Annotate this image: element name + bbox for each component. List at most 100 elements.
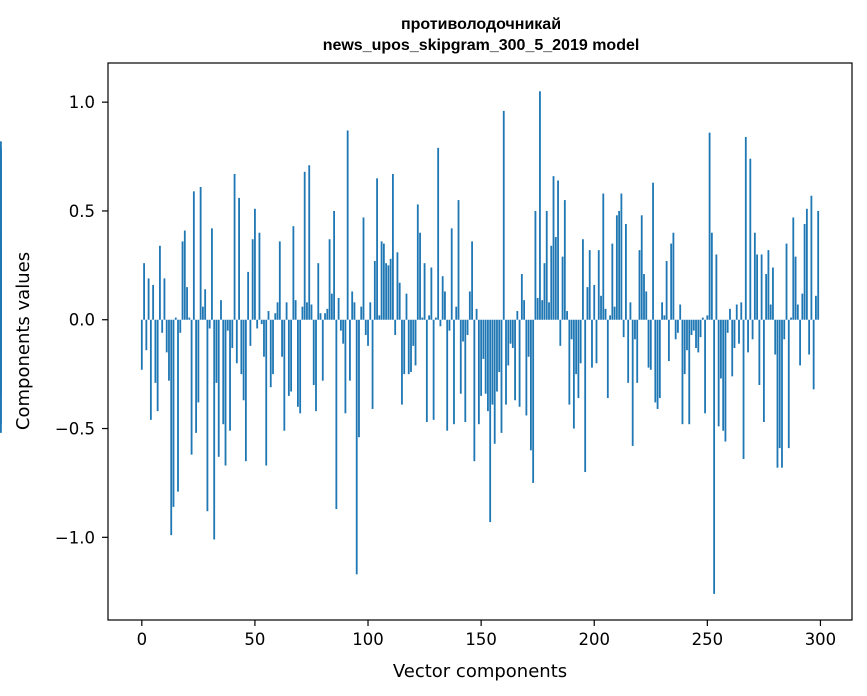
bar-269 <box>749 158 752 320</box>
bar-264 <box>738 319 740 344</box>
bar-171 <box>527 319 530 357</box>
bar-258 <box>724 319 727 442</box>
bar-193 <box>577 319 580 399</box>
plot-frame <box>107 62 853 621</box>
x-tick-label: 250 <box>692 630 724 649</box>
bar-199 <box>591 319 593 368</box>
bar-181 <box>550 245 553 320</box>
bar-74 <box>308 165 311 320</box>
bar-190 <box>570 319 573 340</box>
bar-77 <box>315 319 317 412</box>
bar-299 <box>817 210 820 320</box>
bar-198 <box>588 250 591 320</box>
bar-147 <box>473 319 476 462</box>
bar-160 <box>502 110 505 320</box>
bar-272 <box>756 254 759 320</box>
bar-48 <box>249 319 252 346</box>
bar-149 <box>477 319 480 425</box>
bar-125 <box>423 263 426 320</box>
bar-42 <box>235 319 238 364</box>
bar-46 <box>244 319 247 462</box>
bar-224 <box>647 319 650 368</box>
bar-52 <box>258 232 261 320</box>
bar-137 <box>450 228 453 320</box>
bar-146 <box>471 241 473 320</box>
bar-69 <box>297 319 299 407</box>
bar-161 <box>505 319 507 405</box>
bar-undefined <box>0 319 2 394</box>
bar-58 <box>272 319 274 375</box>
bar-8 <box>159 245 161 320</box>
bar-61 <box>278 241 281 320</box>
bar-118 <box>407 319 410 375</box>
bar-281 <box>776 319 779 468</box>
bar-51 <box>256 319 259 329</box>
bar-266 <box>742 319 745 459</box>
bar-113 <box>396 252 399 320</box>
bar-122 <box>416 204 419 320</box>
bar-285 <box>785 243 788 320</box>
bar-170 <box>525 319 528 416</box>
bar-93 <box>351 291 354 320</box>
bar-253 <box>713 319 716 594</box>
bar-10 <box>163 278 166 320</box>
bar-241 <box>686 319 688 351</box>
bar-2 <box>145 319 148 351</box>
bar-116 <box>403 319 406 375</box>
bar-76 <box>312 319 315 386</box>
bar-64 <box>285 302 288 320</box>
bar-9 <box>161 319 164 333</box>
bar-12 <box>168 319 170 381</box>
bar-91 <box>346 130 349 320</box>
bar-120 <box>412 319 415 346</box>
bar-274 <box>760 254 763 320</box>
bar-133 <box>441 276 444 320</box>
bar-82 <box>326 308 329 320</box>
bar-215 <box>627 319 630 383</box>
bar-155 <box>491 319 494 405</box>
bar-19 <box>183 230 186 320</box>
bar-235 <box>672 232 675 320</box>
bar-256 <box>720 319 722 379</box>
bar-212 <box>620 193 623 320</box>
bar-119 <box>410 319 412 372</box>
bar-164 <box>511 319 514 349</box>
bar-124 <box>421 317 424 320</box>
y-tick-label: 0.0 <box>69 311 95 330</box>
bar-298 <box>815 295 817 320</box>
bar-222 <box>643 274 645 320</box>
bar-239 <box>681 319 684 425</box>
bar-153 <box>487 319 489 412</box>
bar-92 <box>349 319 351 381</box>
bar-24 <box>195 319 198 433</box>
bar-95 <box>355 319 358 575</box>
bar-33 <box>215 319 218 383</box>
bar-286 <box>787 319 790 449</box>
bar-195 <box>582 239 584 320</box>
bar-50 <box>254 208 256 320</box>
bar-179 <box>545 210 548 320</box>
bar-25 <box>197 319 200 403</box>
bar-295 <box>808 319 811 355</box>
bar-132 <box>439 319 442 327</box>
bar-188 <box>566 311 568 320</box>
bar-213 <box>622 319 625 338</box>
bar-180 <box>548 302 550 320</box>
bar-67 <box>292 226 295 320</box>
bar-34 <box>217 319 220 457</box>
bar-277 <box>767 250 770 320</box>
bar-71 <box>301 306 304 320</box>
bar-209 <box>613 306 616 320</box>
chart-title-line-2: news_upos_skipgram_300_5_2019 model <box>323 37 640 54</box>
bar-275 <box>762 319 765 422</box>
bar-111 <box>392 173 394 320</box>
bar-73 <box>306 302 308 320</box>
bar-105 <box>378 315 381 320</box>
bar-191 <box>572 319 575 429</box>
bar-255 <box>717 319 720 427</box>
bar-83 <box>328 239 331 320</box>
bar-66 <box>290 319 293 392</box>
bar-157 <box>496 319 498 392</box>
bar-5 <box>152 284 155 320</box>
y-axis-label: Components values <box>13 252 34 430</box>
